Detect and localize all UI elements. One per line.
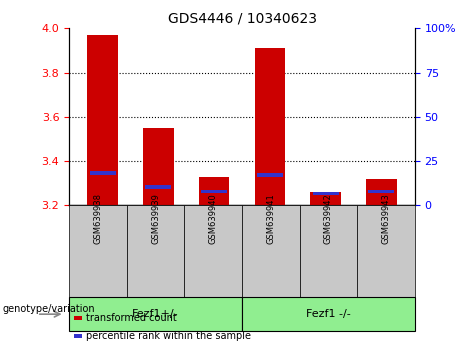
Text: GSM639941: GSM639941	[266, 194, 275, 244]
Bar	[310, 192, 341, 205]
Bar	[145, 185, 171, 189]
Text: GSM639939: GSM639939	[151, 193, 160, 244]
Text: GSM639942: GSM639942	[324, 194, 333, 244]
Text: percentile rank within the sample: percentile rank within the sample	[86, 331, 251, 341]
Text: GSM639938: GSM639938	[94, 193, 102, 244]
Bar	[368, 190, 395, 193]
Bar	[257, 173, 283, 177]
Title: GDS4446 / 10340623: GDS4446 / 10340623	[167, 12, 317, 26]
Bar	[89, 171, 116, 176]
Bar	[87, 35, 118, 205]
Text: GSM639940: GSM639940	[209, 194, 218, 244]
Bar	[143, 128, 174, 205]
Text: Fezf1 -/-: Fezf1 -/-	[306, 309, 351, 319]
Text: GSM639943: GSM639943	[382, 193, 390, 244]
Bar	[366, 179, 397, 205]
Bar	[313, 192, 339, 195]
Bar	[199, 177, 230, 205]
Text: transformed count: transformed count	[86, 313, 177, 323]
Text: genotype/variation: genotype/variation	[2, 304, 95, 314]
Bar	[254, 48, 285, 205]
Text: Fezf1+/-: Fezf1+/-	[132, 309, 179, 319]
Bar	[201, 190, 227, 193]
